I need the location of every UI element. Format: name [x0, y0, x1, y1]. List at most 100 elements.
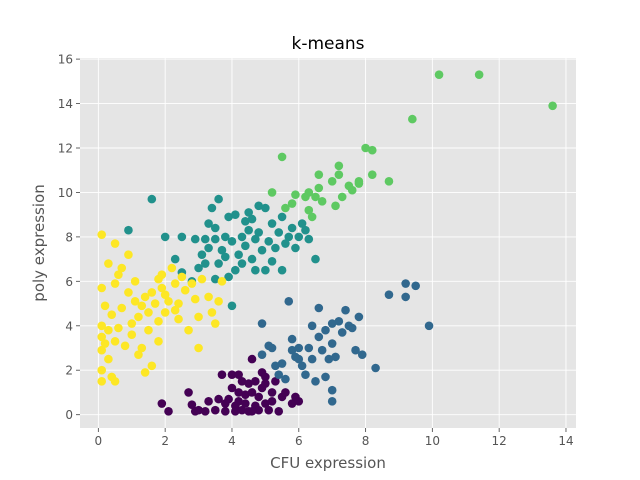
data-point-cluster-2 [327, 397, 337, 406]
data-point-cluster-3 [284, 232, 294, 242]
data-point-cluster-3 [254, 228, 263, 237]
data-point-cluster-5 [134, 312, 143, 322]
data-point-cluster-5 [140, 292, 150, 302]
data-point-cluster-3 [251, 234, 260, 244]
data-point-cluster-3 [210, 274, 220, 284]
data-point-cluster-2 [297, 361, 307, 371]
data-point-cluster-2 [277, 359, 287, 368]
data-point-cluster-3 [264, 237, 274, 246]
data-point-cluster-1 [194, 405, 203, 415]
data-point-cluster-5 [137, 301, 147, 311]
data-point-cluster-5 [157, 283, 167, 293]
data-point-cluster-5 [204, 292, 213, 302]
data-point-cluster-2 [281, 374, 290, 384]
data-points [97, 70, 557, 416]
data-point-cluster-5 [130, 297, 140, 306]
data-point-cluster-4 [307, 212, 317, 222]
data-point-cluster-1 [294, 397, 304, 406]
data-point-cluster-5 [114, 270, 123, 279]
data-point-cluster-5 [160, 290, 170, 299]
data-point-cluster-1 [157, 399, 167, 408]
y-tick-label: 14 [58, 97, 73, 111]
data-point-cluster-5 [190, 294, 200, 304]
data-point-cluster-3 [281, 239, 290, 248]
data-point-cluster-4 [304, 205, 314, 215]
data-point-cluster-3 [224, 212, 233, 222]
data-point-cluster-3 [177, 232, 187, 242]
data-point-cluster-2 [274, 370, 284, 379]
data-point-cluster-3 [301, 225, 310, 235]
data-point-cluster-5 [140, 368, 150, 377]
data-point-cluster-5 [150, 299, 160, 308]
data-point-cluster-2 [267, 343, 277, 353]
data-point-cluster-1 [164, 407, 173, 416]
data-point-cluster-1 [214, 394, 223, 404]
data-point-cluster-2 [321, 325, 330, 335]
data-point-cluster-4 [281, 203, 290, 213]
data-point-cluster-4 [287, 199, 297, 208]
data-point-cluster-3 [214, 194, 223, 204]
data-point-cluster-2 [327, 385, 337, 395]
data-point-cluster-3 [197, 250, 207, 259]
data-point-cluster-2 [307, 321, 317, 331]
data-point-cluster-1 [267, 397, 277, 406]
x-axis-ticks: 0 2 4 6 8 10 12 14 [95, 428, 574, 448]
data-point-cluster-3 [124, 225, 133, 235]
data-point-cluster-4 [311, 192, 320, 202]
data-point-cluster-5 [210, 319, 220, 328]
data-point-cluster-2 [357, 350, 367, 359]
data-point-cluster-1 [247, 354, 257, 364]
data-point-cluster-4 [334, 170, 344, 179]
data-point-cluster-1 [187, 400, 197, 409]
data-point-cluster-3 [224, 272, 233, 282]
data-point-cluster-1 [261, 379, 270, 388]
data-point-cluster-2 [401, 292, 410, 302]
data-point-cluster-3 [227, 301, 237, 311]
data-point-cluster-3 [220, 252, 230, 262]
x-tick-label: 12 [492, 434, 507, 448]
x-tick-label: 0 [95, 434, 103, 448]
data-point-cluster-1 [204, 397, 213, 406]
data-point-cluster-2 [307, 354, 317, 364]
data-point-cluster-5 [104, 354, 113, 364]
data-point-cluster-2 [334, 317, 344, 326]
data-point-cluster-5 [194, 312, 203, 322]
y-axis-label: poly expression [30, 184, 48, 301]
data-point-cluster-1 [234, 388, 243, 397]
data-point-cluster-1 [244, 379, 253, 388]
data-point-cluster-3 [251, 265, 260, 275]
data-point-cluster-1 [287, 399, 297, 408]
data-point-cluster-2 [284, 297, 294, 306]
data-point-cluster-5 [144, 325, 153, 335]
data-point-cluster-3 [160, 232, 170, 242]
data-point-cluster-3 [271, 243, 280, 253]
data-point-cluster-5 [194, 343, 203, 353]
data-point-cluster-3 [237, 259, 247, 268]
x-tick-label: 8 [362, 434, 370, 448]
data-point-cluster-5 [104, 325, 113, 335]
data-point-cluster-1 [264, 405, 274, 415]
data-point-cluster-4 [314, 183, 324, 193]
y-tick-label: 10 [58, 186, 73, 200]
data-point-cluster-3 [241, 217, 250, 226]
data-point-cluster-5 [137, 343, 147, 353]
data-point-cluster-5 [97, 377, 107, 386]
data-point-cluster-5 [164, 297, 173, 306]
data-point-cluster-3 [217, 245, 227, 255]
data-point-cluster-2 [301, 370, 310, 379]
data-point-cluster-4 [548, 101, 557, 111]
data-point-cluster-4 [434, 70, 444, 79]
data-point-cluster-5 [97, 321, 107, 331]
data-point-cluster-3 [220, 232, 230, 242]
data-point-cluster-3 [297, 219, 307, 228]
data-point-cluster-2 [351, 345, 360, 355]
data-point-cluster-1 [281, 388, 290, 397]
data-point-cluster-1 [234, 397, 243, 406]
y-tick-label: 16 [58, 53, 73, 67]
data-point-cluster-4 [291, 190, 300, 199]
data-point-cluster-2 [371, 363, 380, 373]
data-point-cluster-5 [174, 299, 183, 308]
x-tick-label: 6 [295, 434, 303, 448]
data-point-cluster-3 [147, 194, 157, 204]
data-point-cluster-2 [257, 350, 267, 359]
